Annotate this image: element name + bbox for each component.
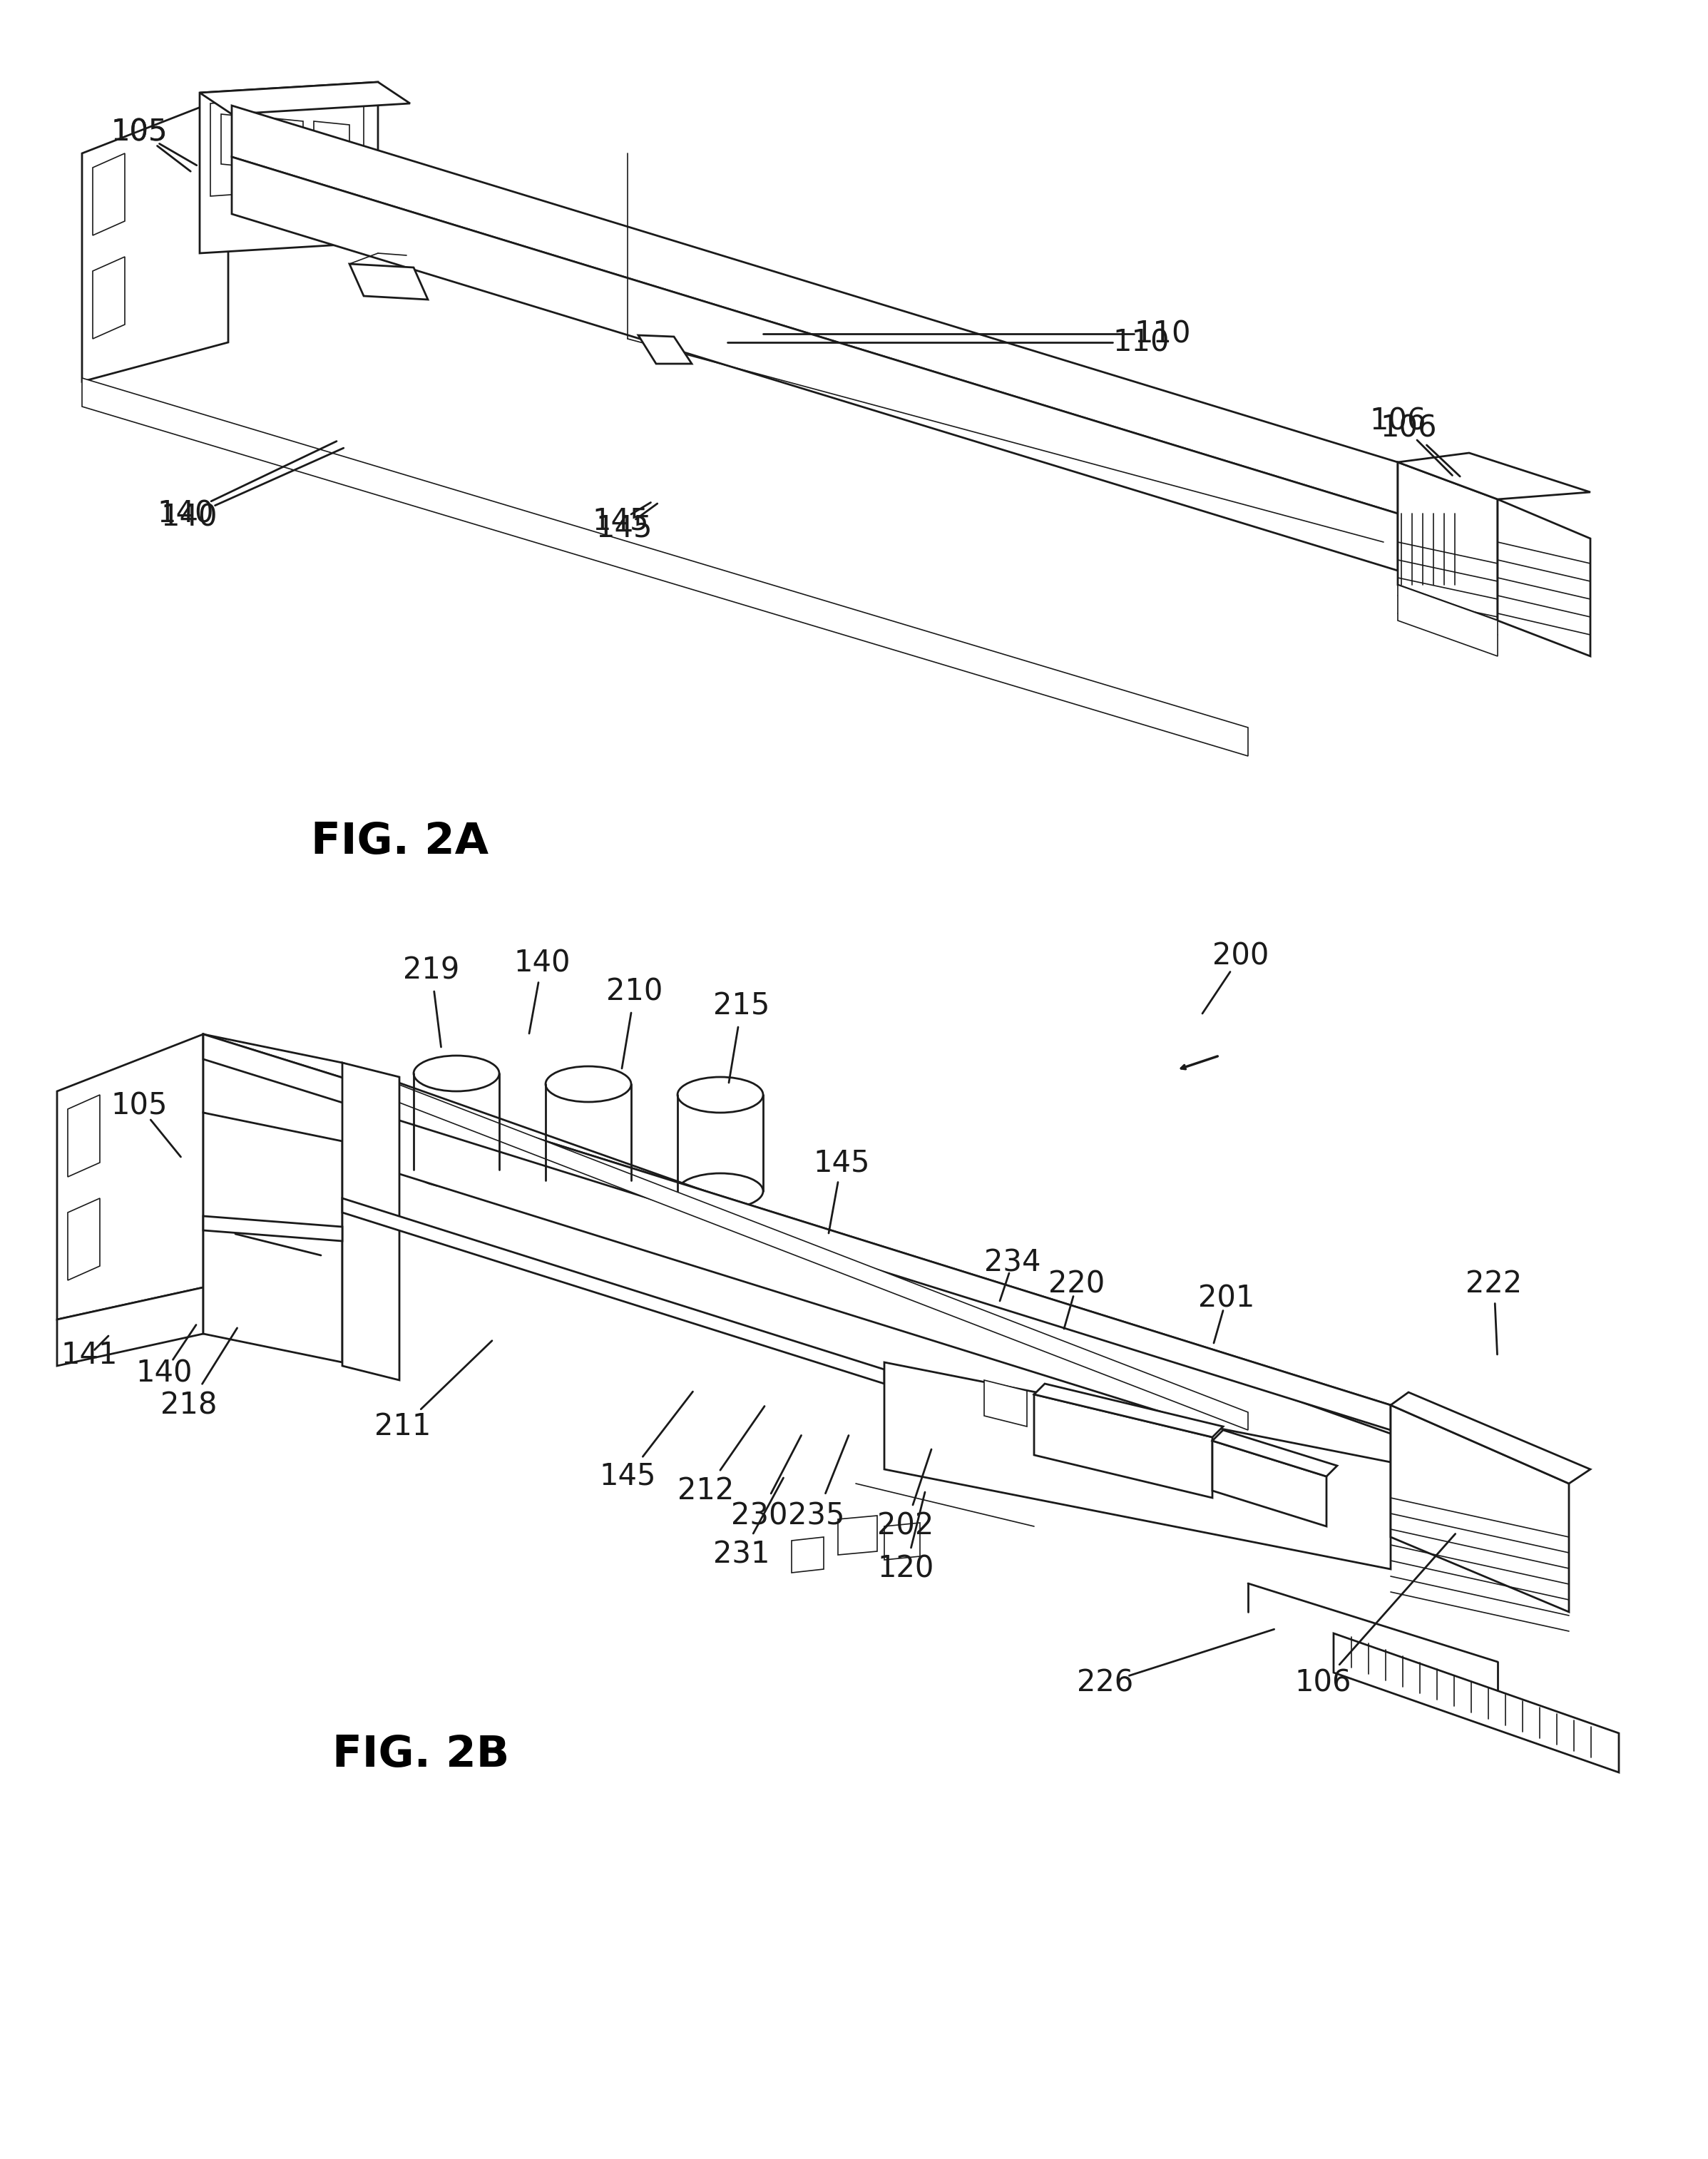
Polygon shape [68,1095,99,1177]
Text: 234: 234 [984,1248,1040,1278]
Text: FIG. 2A: FIG. 2A [311,820,488,864]
Polygon shape [791,1537,823,1572]
Text: 218: 218 [161,1390,217,1421]
Text: 215: 215 [714,991,770,1021]
Polygon shape [342,1062,1249,1429]
Text: 211: 211 [374,1412,430,1442]
Polygon shape [1390,1393,1590,1483]
Text: 235: 235 [787,1501,845,1531]
Polygon shape [56,1034,203,1319]
Polygon shape [639,335,692,363]
Polygon shape [885,1522,921,1559]
Ellipse shape [545,1162,632,1198]
Text: 141: 141 [61,1341,118,1371]
Text: 222: 222 [1465,1269,1522,1300]
Polygon shape [232,106,1397,514]
Polygon shape [92,257,125,339]
Text: 200: 200 [1213,941,1269,972]
Polygon shape [210,93,364,196]
Text: 210: 210 [606,976,663,1006]
Ellipse shape [678,1077,763,1112]
Polygon shape [220,114,256,168]
Text: 140: 140 [514,948,570,978]
Polygon shape [1033,1395,1213,1498]
Polygon shape [1334,1634,1619,1773]
Text: 231: 231 [714,1539,770,1570]
Text: 212: 212 [678,1477,734,1505]
Ellipse shape [678,1172,763,1209]
Text: 220: 220 [1049,1269,1105,1300]
Polygon shape [1213,1440,1327,1526]
Polygon shape [200,82,410,114]
Text: 145: 145 [600,1462,656,1492]
Polygon shape [82,97,229,382]
Polygon shape [1397,453,1590,499]
Polygon shape [203,1034,1390,1429]
Polygon shape [1397,462,1498,620]
Polygon shape [203,1216,342,1241]
Polygon shape [1033,1384,1223,1438]
Polygon shape [350,263,429,300]
Text: 226: 226 [1078,1669,1134,1699]
Text: 140: 140 [135,1358,193,1388]
Polygon shape [314,121,350,175]
Text: 230: 230 [731,1501,787,1531]
Polygon shape [984,1380,1027,1427]
Polygon shape [268,119,302,171]
Ellipse shape [413,1056,499,1090]
Polygon shape [232,158,1397,570]
Text: 105: 105 [111,117,167,147]
Polygon shape [885,1362,1390,1570]
Polygon shape [68,1198,99,1280]
Ellipse shape [413,1153,499,1187]
Ellipse shape [545,1067,632,1101]
Polygon shape [1397,585,1498,656]
Polygon shape [203,1112,342,1362]
Polygon shape [1498,499,1590,656]
Text: 106: 106 [1370,406,1426,436]
Text: FIG. 2B: FIG. 2B [333,1734,509,1775]
Text: 145: 145 [593,505,649,535]
Text: 120: 120 [878,1554,934,1585]
Text: 140: 140 [157,499,214,529]
Text: 110: 110 [1134,320,1190,350]
Text: 202: 202 [878,1511,934,1542]
Text: 110: 110 [1112,328,1170,358]
Polygon shape [203,1034,1390,1483]
Polygon shape [839,1516,878,1554]
Text: 145: 145 [596,514,652,542]
Text: 145: 145 [813,1149,869,1177]
Polygon shape [82,378,1249,756]
Text: 105: 105 [111,1090,167,1121]
Polygon shape [342,1198,885,1384]
Text: 140: 140 [161,503,217,531]
Polygon shape [92,153,125,235]
Text: 106: 106 [1380,412,1436,443]
Text: 219: 219 [403,954,459,985]
Polygon shape [342,1062,400,1380]
Polygon shape [1213,1429,1337,1477]
Polygon shape [1390,1406,1570,1613]
Text: 201: 201 [1199,1282,1255,1313]
Text: 105: 105 [111,117,167,147]
Polygon shape [200,82,377,253]
Polygon shape [56,1287,203,1367]
Text: 106: 106 [1295,1669,1351,1699]
